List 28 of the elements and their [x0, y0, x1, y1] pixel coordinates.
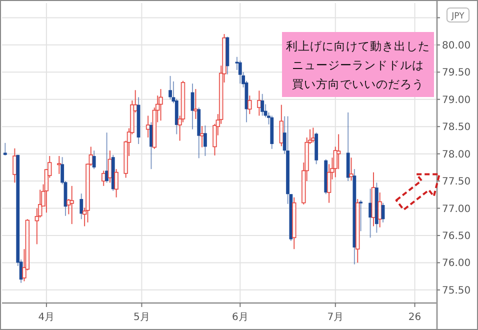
y-tick-label: 79.00 [442, 94, 471, 106]
x-tick-label: 26 [408, 312, 422, 323]
candlestick [279, 104, 284, 147]
x-tick-label: 7月 [327, 312, 344, 323]
candlestick [378, 192, 382, 228]
y-tick-label: 76.00 [442, 258, 471, 270]
x-tick-label: 6月 [232, 312, 248, 323]
candlestick [336, 134, 341, 170]
annotation: ニュージーランドドルは [292, 58, 424, 72]
y-tick-label: 77.50 [442, 176, 471, 188]
y-tick-label: 78.00 [442, 149, 471, 160]
candlestick [248, 95, 252, 115]
y-tick-label: 78.50 [442, 122, 471, 134]
y-tick-label: 76.50 [442, 230, 471, 242]
y-axis-title: JPY [450, 12, 466, 22]
candlestick [57, 155, 62, 174]
x-tick-label: 5月 [134, 312, 150, 323]
x-tick-label: 4月 [38, 312, 55, 323]
y-tick-label: 80.00 [442, 40, 471, 52]
candlestick [114, 168, 118, 198]
annotation: 利上げに向けて動き出した [286, 39, 430, 53]
candlestick [349, 157, 354, 181]
candlestick [158, 88, 163, 122]
y-tick-label: 77.00 [442, 204, 471, 215]
candlestick [70, 185, 74, 225]
y-tick-label: 79.50 [442, 68, 471, 79]
annotation: 買い方向でいいのだろう [292, 77, 424, 91]
y-tick-label: 75.50 [442, 285, 471, 296]
